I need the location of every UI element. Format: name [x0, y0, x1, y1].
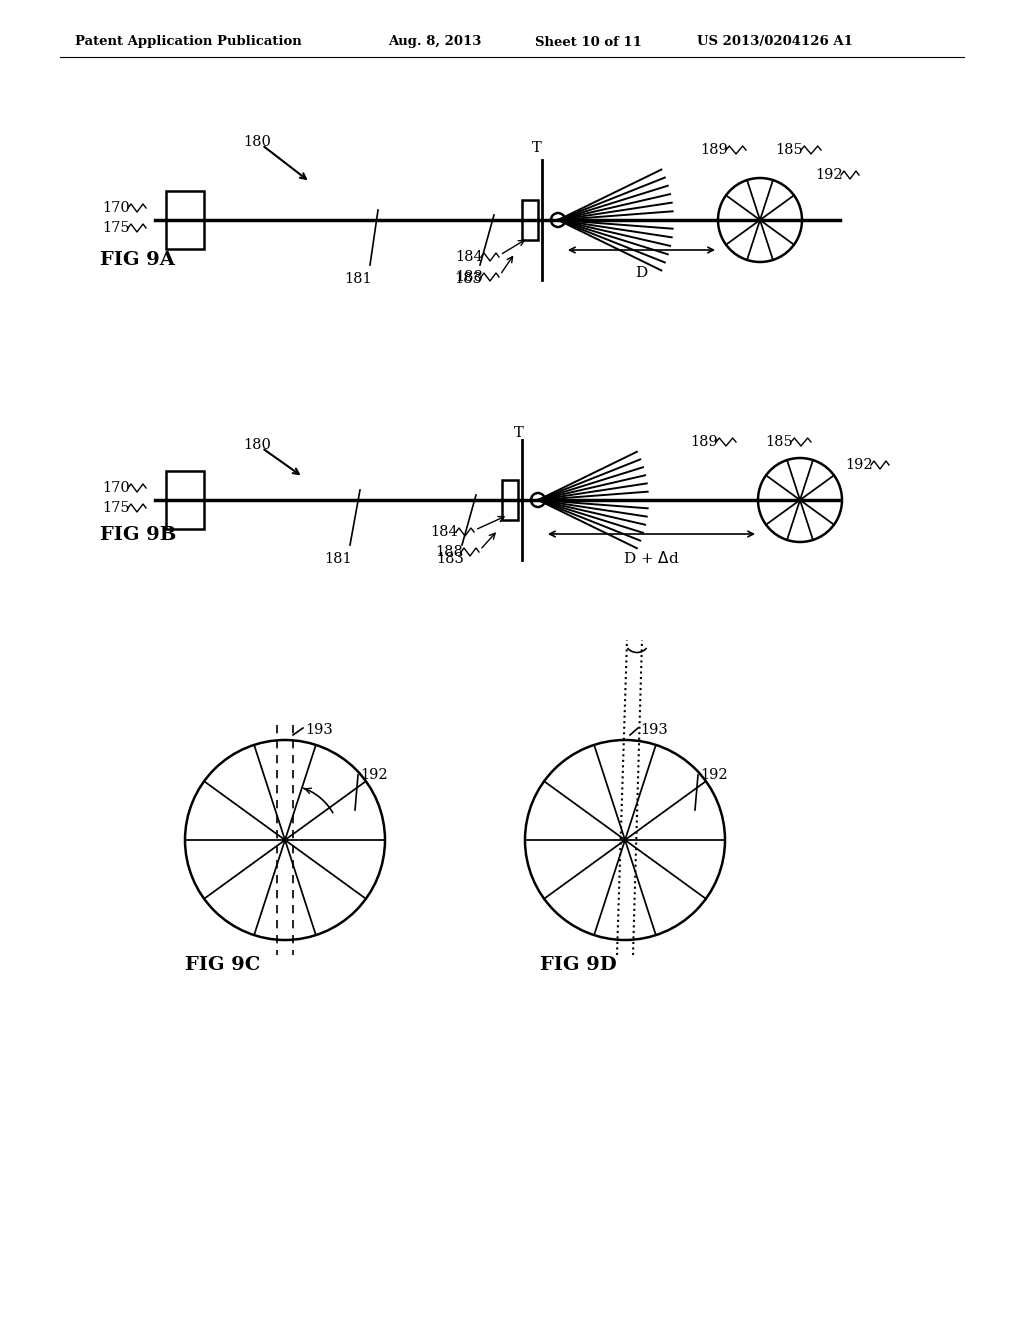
Bar	[502, 480, 518, 520]
Text: 180: 180	[243, 135, 271, 149]
Text: 183: 183	[436, 552, 464, 566]
Text: 184: 184	[455, 249, 482, 264]
Text: FIG 9C: FIG 9C	[185, 956, 260, 974]
Text: 175: 175	[102, 502, 130, 515]
Text: 188: 188	[455, 271, 483, 284]
Text: 189: 189	[690, 436, 718, 449]
Text: FIG 9B: FIG 9B	[100, 525, 176, 544]
Text: 181: 181	[325, 552, 352, 566]
Text: 189: 189	[700, 143, 728, 157]
Bar	[166, 471, 204, 529]
Text: 192: 192	[845, 458, 872, 473]
Text: 193: 193	[640, 723, 668, 737]
Text: T: T	[532, 141, 542, 154]
Text: US 2013/0204126 A1: US 2013/0204126 A1	[697, 36, 853, 49]
Text: 192: 192	[700, 768, 728, 781]
Text: 185: 185	[765, 436, 793, 449]
Bar	[166, 191, 204, 249]
Text: 175: 175	[102, 220, 130, 235]
Text: 188: 188	[435, 545, 463, 558]
Text: 192: 192	[815, 168, 843, 182]
Text: Patent Application Publication: Patent Application Publication	[75, 36, 302, 49]
Text: D + $\Delta$d: D + $\Delta$d	[624, 550, 680, 566]
Text: 170: 170	[102, 480, 130, 495]
Text: 170: 170	[102, 201, 130, 215]
Text: T: T	[514, 426, 524, 440]
Text: 184: 184	[430, 525, 458, 539]
Text: 183: 183	[454, 272, 482, 286]
Text: 185: 185	[775, 143, 803, 157]
Text: 180: 180	[243, 438, 271, 451]
Text: 192: 192	[360, 768, 388, 781]
Text: FIG 9A: FIG 9A	[100, 251, 175, 269]
Text: Aug. 8, 2013: Aug. 8, 2013	[388, 36, 481, 49]
Text: FIG 9D: FIG 9D	[540, 956, 616, 974]
Bar	[522, 201, 538, 240]
Text: 181: 181	[344, 272, 372, 286]
Text: D: D	[635, 267, 647, 280]
Text: Sheet 10 of 11: Sheet 10 of 11	[535, 36, 642, 49]
Text: 193: 193	[305, 723, 333, 737]
